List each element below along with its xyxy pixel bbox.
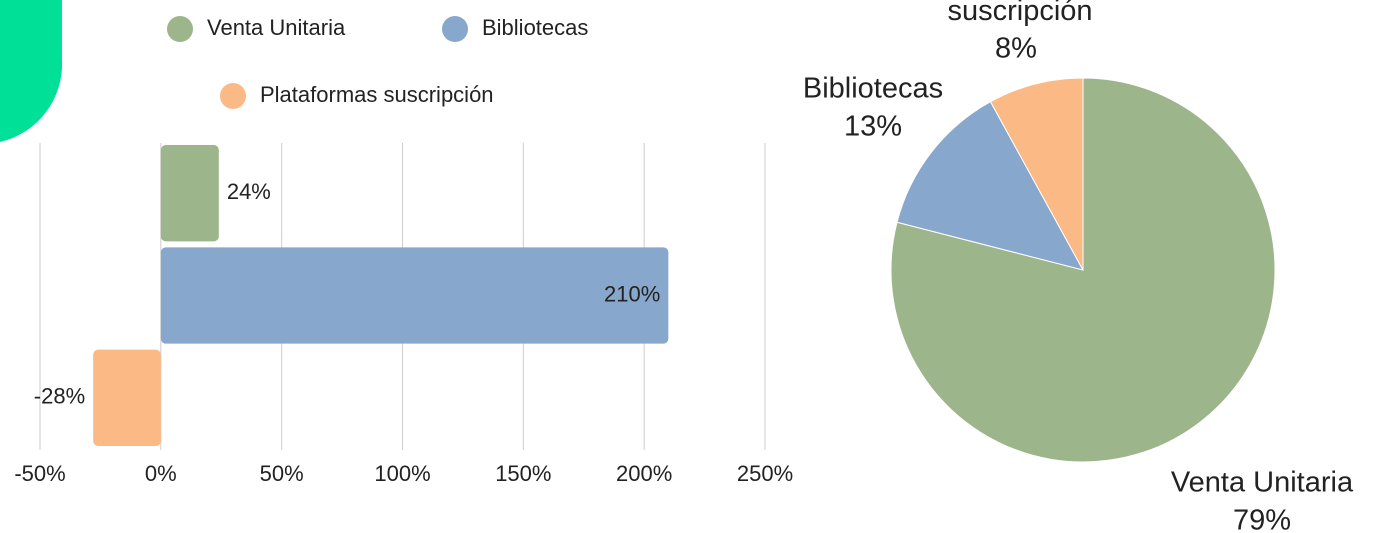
legend-label: Bibliotecas — [482, 15, 588, 40]
pie-slice — [989, 77, 1084, 271]
bar — [160, 247, 669, 344]
x-tick-label: 50% — [260, 461, 304, 486]
bar — [93, 349, 161, 446]
data-label: 210% — [604, 281, 660, 306]
pie-category-label: Bibliotecas — [803, 73, 943, 105]
x-tick-label: 200% — [616, 461, 672, 486]
legend-label: Plataformas suscripción — [260, 82, 494, 107]
pie-slice — [896, 101, 1084, 271]
legend-swatch — [220, 83, 246, 109]
data-label: -28% — [34, 384, 85, 409]
pie-slice — [890, 77, 1276, 463]
legend-label: Venta Unitaria — [207, 15, 346, 40]
legend-swatch — [442, 16, 468, 42]
bar — [160, 145, 219, 242]
decor-blob — [0, 0, 63, 142]
x-tick-label: 100% — [374, 461, 430, 486]
data-label: 24% — [227, 179, 271, 204]
pie-category-label: Venta Unitaria — [1171, 467, 1354, 499]
pie-value-label: 8% — [995, 33, 1037, 65]
pie-value-label: 13% — [844, 111, 902, 143]
pie-value-label: 79% — [1233, 505, 1291, 533]
x-tick-label: -50% — [14, 461, 65, 486]
x-tick-label: 0% — [145, 461, 177, 486]
x-tick-label: 250% — [737, 461, 793, 486]
x-tick-label: 150% — [495, 461, 551, 486]
legend-swatch — [167, 16, 193, 42]
pie-category-label: Plataformas suscripción — [939, 0, 1094, 27]
